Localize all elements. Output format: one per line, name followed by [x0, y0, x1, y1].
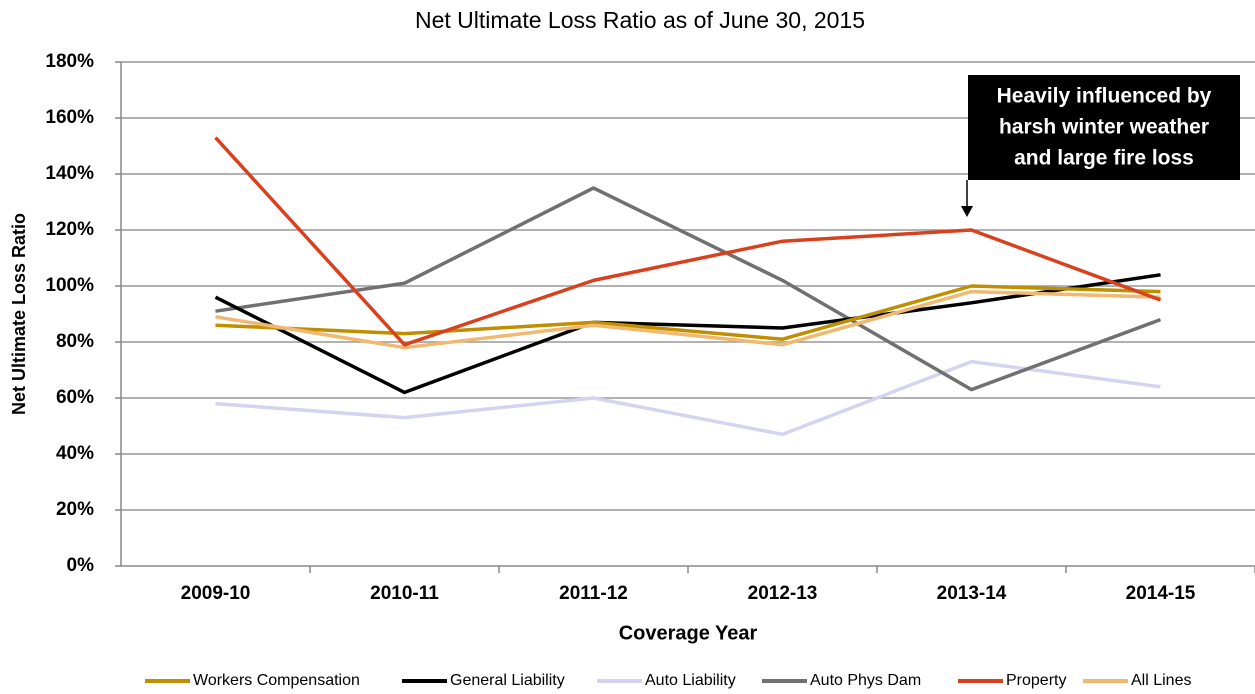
legend-label: All Lines	[1131, 672, 1191, 689]
legend-label: Auto Phys Dam	[810, 672, 921, 689]
series-line	[215, 289, 1161, 350]
y-tick-label: 120%	[45, 219, 94, 240]
y-tick-label: 60%	[56, 387, 94, 408]
x-axis-label: Coverage Year	[619, 622, 758, 644]
y-tick-label: 140%	[45, 163, 94, 184]
x-tick-label: 2013-14	[937, 583, 1007, 604]
annotation-box	[968, 75, 1240, 180]
legend-label: General Liability	[450, 672, 565, 689]
series-line	[215, 186, 1162, 392]
x-tick-label: 2009-10	[181, 583, 251, 604]
y-tick-label: 40%	[56, 443, 94, 464]
x-tick-label: 2014-15	[1126, 583, 1196, 604]
legend-label: Property	[1006, 672, 1066, 689]
y-axis-label: Net Ultimate Loss Ratio	[9, 213, 29, 415]
legend-label: Auto Liability	[645, 672, 736, 689]
y-tick-label: 100%	[45, 275, 94, 296]
y-tick-label: 180%	[45, 51, 94, 72]
x-tick-label: 2011-12	[559, 583, 628, 604]
annotation-arrowhead	[961, 206, 973, 217]
chart-title: Net Ultimate Loss Ratio as of June 30, 2…	[415, 7, 865, 33]
series-line	[215, 359, 1161, 437]
y-tick-label: 80%	[56, 331, 94, 352]
series-line	[215, 284, 1161, 341]
annotation-text: harsh winter weather	[999, 116, 1209, 139]
y-tick-label: 160%	[45, 107, 94, 128]
y-tick-label: 0%	[67, 555, 95, 576]
x-tick-label: 2012-13	[748, 583, 818, 604]
series-line	[214, 136, 1162, 347]
series-line	[214, 273, 1161, 395]
legend-label: Workers Compensation	[193, 672, 360, 689]
x-tick-label: 2010-11	[370, 583, 439, 604]
annotation-text: Heavily influenced by	[997, 85, 1212, 108]
annotation-text: and large fire loss	[1014, 147, 1194, 170]
y-tick-label: 20%	[56, 499, 94, 520]
